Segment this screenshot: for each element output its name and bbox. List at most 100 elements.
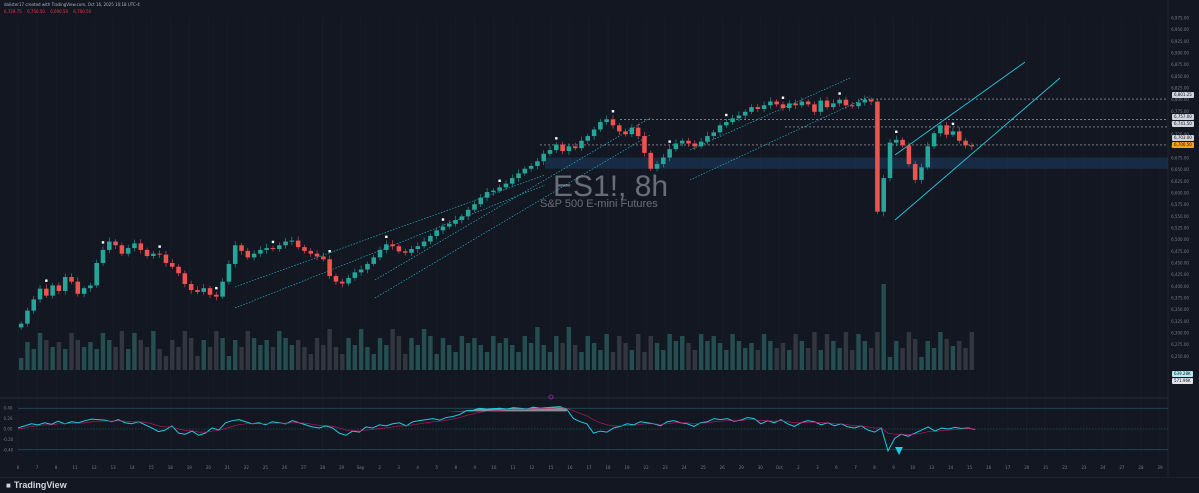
volume-bar (812, 332, 817, 370)
candle-body (749, 107, 754, 112)
candle-body (856, 102, 861, 107)
signal-marker (951, 122, 955, 126)
volume-bar (768, 341, 773, 370)
candle-body (69, 277, 74, 282)
volume-bar (18, 358, 24, 370)
candle-body (245, 250, 251, 258)
candle-body (447, 223, 452, 227)
candle-body (264, 248, 269, 250)
chart-canvas[interactable]: 6 7 8 11 12 13 14 15 18 19 20 21 22 25 26 27 28 29 Sep 2 3 4 5… (0, 0, 1199, 477)
x-tick-label: 16 (986, 465, 992, 470)
candle-body (358, 269, 364, 273)
volume-bar (188, 338, 194, 370)
candle-body (906, 145, 912, 165)
volume-bar (170, 340, 175, 370)
x-tick-label: 12 (529, 465, 535, 470)
signal-marker (328, 250, 331, 253)
volume-bar (125, 349, 131, 370)
volume-bar (459, 336, 465, 370)
candle-body (944, 125, 949, 135)
candle-body (875, 101, 880, 212)
y-tick-label: 6,425.00 (1171, 272, 1189, 277)
volume-bar (453, 352, 458, 370)
signal-marker (385, 235, 388, 238)
volume-bar (365, 347, 370, 370)
volume-bar (598, 350, 603, 370)
candle-body (849, 105, 855, 107)
volume-bar (157, 349, 162, 370)
volume-bar (711, 336, 716, 370)
volume-bar (440, 338, 446, 370)
last-price-tag: 6,700.50 (1172, 142, 1194, 148)
candle-body (321, 256, 326, 260)
trend-channel-line (689, 77, 851, 151)
candle-body (56, 285, 62, 291)
x-tick-label: 15 (967, 465, 973, 470)
volume-bar (403, 354, 408, 370)
candle-body (617, 125, 622, 132)
chart-background (0, 0, 1199, 477)
candle-body (768, 101, 773, 106)
volume-bar (919, 357, 924, 370)
candle-body (774, 101, 779, 105)
volume-bar (491, 336, 496, 370)
candle-body (925, 146, 931, 168)
volume-bar (686, 343, 691, 370)
x-tick-label: 14 (948, 465, 954, 470)
candle-body (226, 263, 232, 282)
candle-body (919, 167, 924, 180)
x-tick-label: 12 (92, 465, 98, 470)
volume-bar (239, 347, 244, 370)
volume-bar (642, 352, 647, 370)
candle-body (610, 119, 616, 126)
volume-bar (856, 334, 861, 370)
indicator-y-tick: 0.40 (4, 406, 13, 411)
volume-bar (566, 327, 572, 370)
volume-bar (831, 341, 836, 370)
y-tick-label: 6,525.00 (1171, 226, 1189, 231)
candle-body (648, 152, 654, 169)
candle-body (201, 288, 207, 292)
ohlc-low: 6,690.50 (50, 9, 68, 14)
volume-bar (321, 345, 326, 370)
ohlc-close: 6,700.50 (73, 9, 92, 14)
volume-bar (37, 333, 43, 370)
x-tick-label: 9 (892, 465, 895, 470)
volume-bar (698, 334, 704, 370)
volume-bar (63, 349, 68, 370)
candle-body (232, 245, 238, 264)
volume-bar (226, 356, 232, 370)
candle-body (528, 165, 534, 169)
volume-bar (623, 343, 628, 370)
candle-body (396, 246, 402, 252)
volume-bar (535, 327, 540, 370)
candle-body (119, 245, 125, 254)
y-tick-label: 6,725.00 (1171, 132, 1189, 137)
x-tick-label: 20 (206, 465, 212, 470)
oversold-arrow-icon (895, 447, 903, 455)
x-tick-label: 11 (73, 465, 79, 470)
x-tick-label: 22 (244, 465, 250, 470)
volume-bar (270, 347, 276, 370)
volume-bar (862, 341, 868, 370)
volume-bar (799, 341, 805, 370)
tradingview-logo[interactable]: ■ TradingView (6, 480, 67, 490)
volume-tag-1: 639.28K (1172, 371, 1193, 377)
volume-bar (957, 341, 962, 370)
candle-body (428, 235, 433, 242)
candle-body (535, 161, 540, 166)
volume-bar (667, 334, 672, 370)
candle-body (786, 103, 792, 109)
candle-body (717, 125, 723, 133)
ohlc-high: 6,750.50 (27, 9, 45, 14)
indicator-signal-line (17, 407, 976, 436)
x-tick-label: 3 (397, 465, 400, 470)
signal-marker (498, 179, 501, 182)
trend-channel-line (894, 61, 1026, 156)
volume-bar (44, 340, 49, 370)
candle-body (843, 99, 849, 106)
candle-body (81, 288, 87, 294)
volume-bar (572, 345, 578, 370)
candle-body (761, 105, 767, 109)
volume-bar (818, 350, 823, 370)
